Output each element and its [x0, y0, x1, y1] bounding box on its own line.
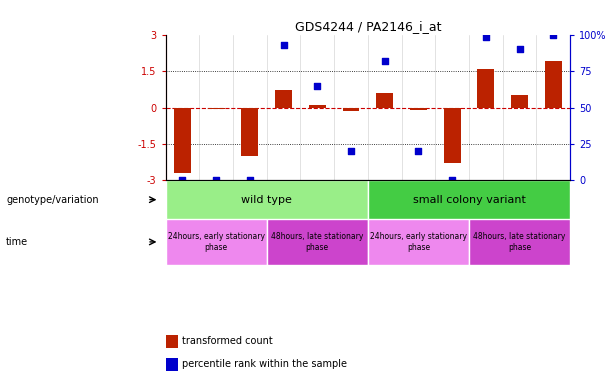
- Bar: [166, 219, 267, 265]
- Point: [548, 31, 558, 38]
- Text: 48hours, late stationary
phase: 48hours, late stationary phase: [473, 232, 566, 252]
- Bar: [242, 108, 258, 156]
- Text: 48hours, late stationary
phase: 48hours, late stationary phase: [271, 232, 364, 252]
- Bar: [309, 105, 326, 108]
- Bar: [166, 335, 178, 348]
- Bar: [343, 108, 359, 111]
- Bar: [545, 61, 562, 108]
- Bar: [511, 95, 528, 108]
- Bar: [368, 180, 570, 219]
- Bar: [208, 108, 224, 109]
- Point: [312, 83, 322, 89]
- Bar: [368, 219, 469, 265]
- Text: 24hours, early stationary
phase: 24hours, early stationary phase: [167, 232, 265, 252]
- Point: [178, 177, 188, 184]
- Point: [278, 42, 289, 48]
- Bar: [478, 69, 494, 108]
- Title: GDS4244 / PA2146_i_at: GDS4244 / PA2146_i_at: [295, 20, 441, 33]
- Point: [346, 148, 356, 154]
- Bar: [376, 93, 393, 108]
- Text: transformed count: transformed count: [181, 336, 272, 346]
- Bar: [267, 219, 368, 265]
- Point: [481, 35, 490, 41]
- Text: time: time: [6, 237, 28, 247]
- Point: [245, 177, 255, 184]
- Bar: [275, 91, 292, 108]
- Point: [413, 148, 423, 154]
- Point: [211, 177, 221, 184]
- Bar: [166, 180, 368, 219]
- Text: genotype/variation: genotype/variation: [6, 195, 99, 205]
- Bar: [469, 219, 570, 265]
- Text: percentile rank within the sample: percentile rank within the sample: [181, 359, 347, 369]
- Point: [447, 177, 457, 184]
- Point: [379, 58, 389, 64]
- Bar: [410, 108, 427, 110]
- Bar: [174, 108, 191, 173]
- Text: wild type: wild type: [242, 195, 292, 205]
- Bar: [166, 358, 178, 371]
- Point: [514, 46, 524, 52]
- Bar: [444, 108, 460, 164]
- Text: 24hours, early stationary
phase: 24hours, early stationary phase: [370, 232, 467, 252]
- Text: small colony variant: small colony variant: [413, 195, 525, 205]
